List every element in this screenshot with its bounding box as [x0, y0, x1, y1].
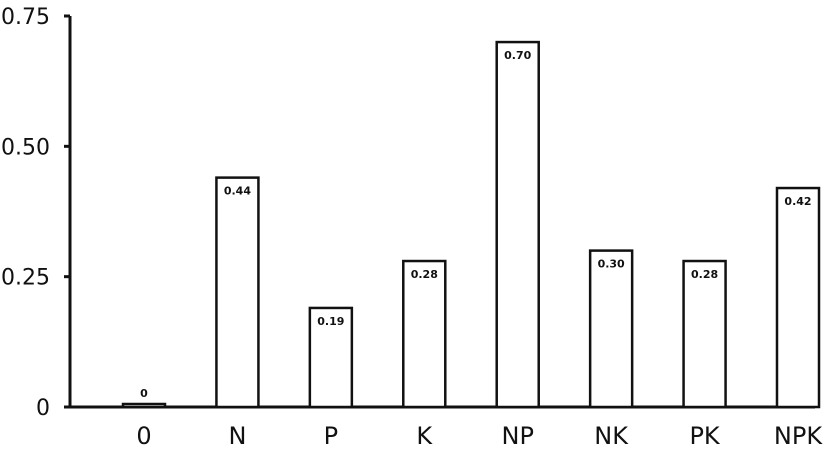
x-tick-label: PK — [689, 422, 720, 449]
x-tick-label: NPK — [774, 422, 823, 449]
data-label: 0.44 — [224, 185, 251, 198]
x-tick-label: P — [324, 422, 338, 449]
data-label: 0.42 — [784, 195, 811, 208]
y-tick-label: 0 — [36, 396, 50, 421]
bar-pk — [682, 259, 727, 409]
bar-npk — [775, 186, 821, 409]
data-label: 0.70 — [504, 49, 531, 62]
data-label: 0 — [140, 387, 148, 400]
data-labels: 0 0.44 0.19 0.28 0.70 0.30 0.28 0.42 — [140, 49, 811, 400]
bar-np — [495, 40, 540, 409]
x-tick-label: 0 — [136, 422, 151, 449]
x-tick-labels: 0 N P K NP NK PK NPK — [136, 422, 823, 449]
x-tick-label: NK — [594, 422, 629, 449]
data-label: 0.19 — [317, 315, 344, 328]
x-tick-label: K — [416, 422, 433, 449]
y-tick-label: 0.75 — [1, 5, 50, 30]
bar-p — [308, 306, 354, 409]
x-tick-label: NP — [501, 422, 533, 449]
bar-n — [215, 176, 260, 409]
data-label: 0.28 — [691, 268, 718, 281]
bar-0 — [121, 402, 167, 409]
data-label: 0.30 — [598, 258, 625, 271]
bar-nk — [588, 249, 634, 409]
x-tick-label: N — [228, 422, 246, 449]
data-label: 0.28 — [411, 268, 438, 281]
y-tick-label: 0.25 — [1, 266, 50, 291]
y-ticks: 0 0.25 0.50 0.75 — [1, 5, 70, 421]
y-tick-label: 0.50 — [1, 135, 50, 160]
bars — [121, 40, 821, 409]
bar-k — [402, 259, 447, 409]
